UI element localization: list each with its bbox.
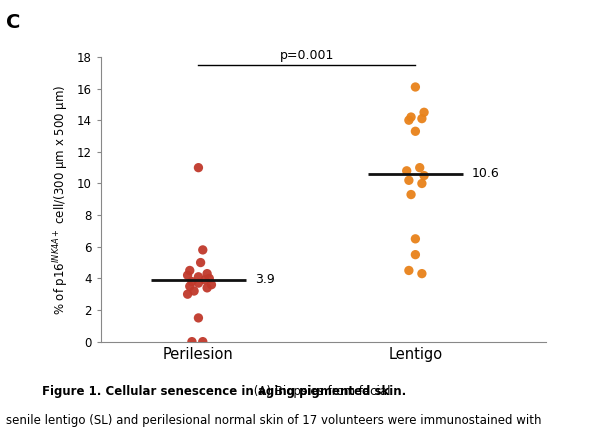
Point xyxy=(406,113,416,120)
Point xyxy=(202,284,212,291)
Point xyxy=(404,267,414,274)
Text: Figure 1. Cellular senescence in aging pigmented skin.: Figure 1. Cellular senescence in aging p… xyxy=(42,385,406,399)
Text: (A) Biopsies from facial: (A) Biopsies from facial xyxy=(250,385,390,399)
Point xyxy=(202,270,212,277)
Point xyxy=(185,283,195,290)
Point xyxy=(194,273,203,280)
Point xyxy=(404,177,414,184)
Point xyxy=(194,314,203,321)
Point xyxy=(194,279,203,286)
Text: 3.9: 3.9 xyxy=(255,273,275,286)
Point xyxy=(185,267,195,274)
Point xyxy=(189,287,199,294)
Point xyxy=(410,251,420,258)
Point xyxy=(417,180,426,187)
Point xyxy=(198,338,208,345)
Point xyxy=(187,338,197,345)
Point xyxy=(406,191,416,198)
Point xyxy=(417,270,426,277)
Point xyxy=(183,272,192,279)
Point xyxy=(200,276,210,283)
Y-axis label: % of p16$^{INK4A+}$ cell/(300 μm x 500 μm): % of p16$^{INK4A+}$ cell/(300 μm x 500 μ… xyxy=(52,84,71,314)
Text: p=0.001: p=0.001 xyxy=(280,49,334,63)
Point xyxy=(410,128,420,135)
Point xyxy=(410,84,420,91)
Point xyxy=(196,259,205,266)
Point xyxy=(198,247,208,254)
Point xyxy=(410,235,420,242)
Text: 10.6: 10.6 xyxy=(472,167,499,180)
Point xyxy=(419,109,429,116)
Point xyxy=(183,291,192,298)
Point xyxy=(207,281,216,288)
Point xyxy=(402,167,412,174)
Text: C: C xyxy=(6,13,20,32)
Point xyxy=(187,278,197,285)
Point xyxy=(417,115,426,122)
Point xyxy=(194,164,203,171)
Text: senile lentigo (SL) and perilesional normal skin of 17 volunteers were immunosta: senile lentigo (SL) and perilesional nor… xyxy=(6,414,541,427)
Point xyxy=(205,275,214,282)
Point xyxy=(419,172,429,179)
Point xyxy=(415,164,425,171)
Point xyxy=(404,117,414,124)
